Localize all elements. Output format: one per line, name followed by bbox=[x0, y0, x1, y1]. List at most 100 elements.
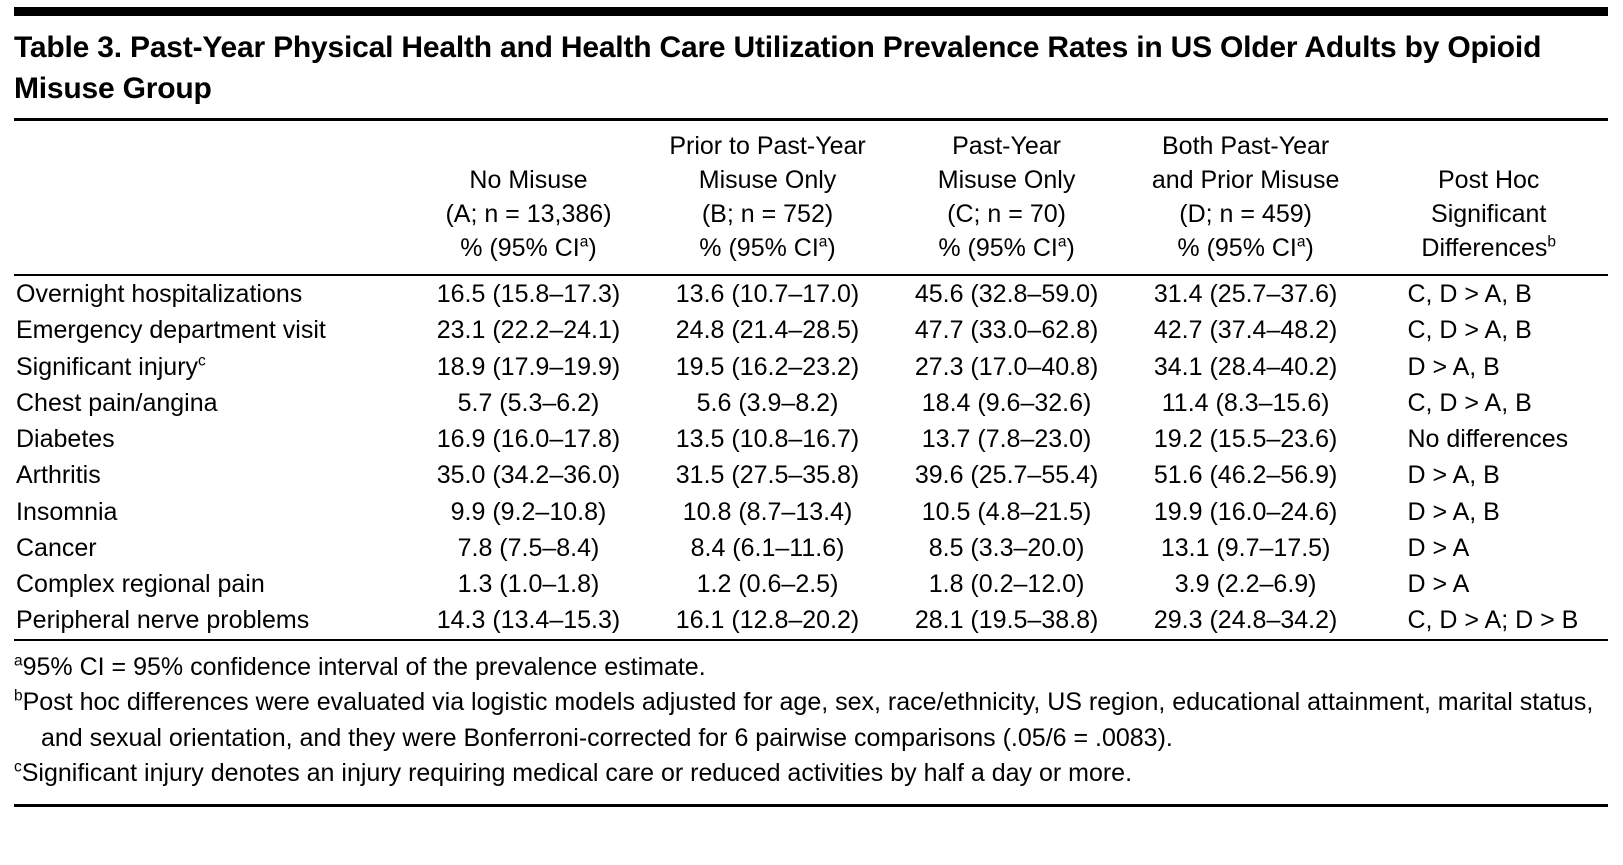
condition-label: Chest pain/angina bbox=[14, 385, 413, 421]
column-header-text: ) bbox=[827, 234, 836, 262]
footnotes-section: a95% CI = 95% confidence interval of the… bbox=[14, 641, 1608, 807]
footnote-text: Post hoc differences were evaluated via … bbox=[22, 688, 1594, 752]
column-header-line: Misuse Only bbox=[937, 166, 1076, 194]
post-hoc-cell: C, D > A, B bbox=[1407, 316, 1532, 345]
footnote-marker: b bbox=[1547, 233, 1557, 251]
condition-label: Emergency department visit bbox=[14, 312, 413, 348]
condition-text: Chest pain/angina bbox=[16, 388, 218, 417]
condition-label: Overnight hospitalizations bbox=[14, 275, 413, 312]
condition-text: Diabetes bbox=[16, 425, 115, 453]
column-header-text: % (95% CI bbox=[938, 234, 1058, 262]
table-body: Overnight hospitalizations 16.5 (15.8–17.… bbox=[14, 275, 1608, 640]
column-header-line: Significant bbox=[1431, 200, 1547, 228]
condition-text: Significant injury bbox=[16, 352, 199, 381]
prevalence-cell: 31.5 (27.5–35.8) bbox=[675, 461, 860, 490]
prevalence-cell: 7.8 (7.5–8.4) bbox=[457, 533, 600, 562]
column-header-text: % (95% CI bbox=[1177, 234, 1297, 262]
condition-text: Peripheral nerve problems bbox=[16, 606, 310, 635]
column-header: No Misuse (A; n = 13,386) % (95% CIa) bbox=[413, 121, 643, 275]
table-row: Emergency department visit 23.1 (22.2–24.… bbox=[14, 312, 1608, 348]
prevalence-cell: 19.5 (16.2–23.2) bbox=[675, 352, 860, 381]
post-hoc-cell: D > A, B bbox=[1407, 461, 1500, 490]
condition-text: Arthritis bbox=[16, 461, 101, 490]
prevalence-cell: 27.3 (17.0–40.8) bbox=[914, 352, 1099, 381]
condition-text: Cancer bbox=[16, 533, 97, 562]
prevalence-cell: 8.4 (6.1–11.6) bbox=[690, 533, 845, 562]
footnote-marker: a bbox=[14, 652, 23, 670]
column-header-line: Misuse Only bbox=[698, 166, 837, 194]
footnote-marker: a bbox=[1296, 233, 1306, 251]
column-header: Both Past-Year and Prior Misuse (D; n = 45… bbox=[1122, 121, 1370, 275]
post-hoc-cell: D > A bbox=[1407, 533, 1470, 562]
column-header-line: Past-Year bbox=[952, 132, 1061, 160]
condition-label: Arthritis bbox=[14, 457, 413, 493]
prevalence-cell: 16.5 (15.8–17.3) bbox=[436, 280, 621, 308]
column-header-line: % (95% CIa) bbox=[893, 231, 1119, 265]
post-hoc-cell: No differences bbox=[1407, 425, 1569, 453]
prevalence-cell: 19.2 (15.5–23.6) bbox=[1153, 425, 1338, 453]
prevalence-cell: 28.1 (19.5–38.8) bbox=[914, 606, 1099, 635]
footnote-marker: c bbox=[14, 758, 22, 776]
column-header-text: % (95% CI bbox=[699, 234, 819, 262]
prevalence-cell: 16.1 (12.8–20.2) bbox=[675, 606, 860, 635]
condition-label: Insomnia bbox=[14, 494, 413, 530]
table-row: Diabetes 16.9 (16.0–17.8) 13.5 (10.8–16.7)… bbox=[14, 421, 1608, 457]
top-rule bbox=[14, 7, 1608, 16]
post-hoc-cell: D > A, B bbox=[1407, 497, 1500, 526]
table-row: Chest pain/angina 5.7 (5.3–6.2) 5.6 (3.9–8… bbox=[14, 385, 1608, 421]
table-row: Arthritis 35.0 (34.2–36.0) 31.5 (27.5–35.8… bbox=[14, 457, 1608, 493]
corner-cell bbox=[14, 121, 413, 275]
prevalence-cell: 18.9 (17.9–19.9) bbox=[436, 352, 621, 381]
prevalence-cell: 13.1 (9.7–17.5) bbox=[1160, 533, 1331, 562]
prevalence-cell: 5.7 (5.3–6.2) bbox=[457, 388, 600, 417]
column-header-text: % (95% CI bbox=[460, 234, 580, 262]
prevalence-cell: 5.6 (3.9–8.2) bbox=[696, 388, 839, 417]
condition-label: Significant injuryc bbox=[14, 349, 413, 385]
condition-text: Insomnia bbox=[16, 497, 118, 526]
prevalence-cell: 18.4 (9.6–32.6) bbox=[921, 388, 1092, 417]
prevalence-cell: 13.7 (7.8–23.0) bbox=[921, 425, 1092, 453]
prevalence-cell: 9.9 (9.2–10.8) bbox=[450, 497, 607, 526]
prevalence-cell: 35.0 (34.2–36.0) bbox=[436, 461, 621, 490]
condition-text: Overnight hospitalizations bbox=[16, 280, 303, 308]
column-header-line: Prior to Past-Year bbox=[669, 132, 866, 160]
footnote: bPost hoc differences were evaluated via… bbox=[14, 685, 1608, 756]
footnote-marker: b bbox=[14, 687, 23, 705]
prevalence-cell: 1.3 (1.0–1.8) bbox=[457, 570, 600, 598]
column-header: Post Hoc Significant Differencesb bbox=[1369, 121, 1608, 275]
column-header: Past-Year Misuse Only (C; n = 70) % (95% CI… bbox=[891, 121, 1121, 275]
column-header-line: Differencesb bbox=[1371, 231, 1606, 265]
prevalence-cell: 42.7 (37.4–48.2) bbox=[1153, 316, 1338, 345]
column-header-line: % (95% CIa) bbox=[1124, 231, 1368, 265]
prevalence-cell: 19.9 (16.0–24.6) bbox=[1153, 497, 1338, 526]
prevalence-cell: 45.6 (32.8–59.0) bbox=[914, 280, 1099, 308]
post-hoc-cell: C, D > A, B bbox=[1407, 388, 1532, 417]
footnote-text: Significant injury denotes an injury req… bbox=[21, 759, 1133, 787]
column-header-text: Differences bbox=[1421, 234, 1548, 262]
condition-text: Emergency department visit bbox=[16, 316, 326, 345]
footnote: cSignificant injury denotes an injury re… bbox=[14, 756, 1608, 792]
column-header-line: % (95% CIa) bbox=[415, 231, 641, 265]
condition-label: Peripheral nerve problems bbox=[14, 602, 413, 639]
table-title: Table 3. Past-Year Physical Health and H… bbox=[14, 28, 1608, 121]
footnote: a95% CI = 95% confidence interval of the… bbox=[14, 650, 1608, 686]
prevalence-table: No Misuse (A; n = 13,386)% (95% CIa) Prior… bbox=[14, 121, 1608, 641]
column-header-line: % (95% CIa) bbox=[646, 231, 890, 265]
column-header-line: (B; n = 752) bbox=[701, 200, 834, 228]
prevalence-cell: 3.9 (2.2–6.9) bbox=[1174, 570, 1317, 598]
prevalence-cell: 16.9 (16.0–17.8) bbox=[436, 425, 621, 453]
column-header-text: ) bbox=[1305, 234, 1314, 262]
condition-label: Cancer bbox=[14, 530, 413, 566]
table-row: Significant injuryc 18.9 (17.9–19.9) 19.5 … bbox=[14, 349, 1608, 385]
prevalence-cell: 8.5 (3.3–20.0) bbox=[928, 533, 1085, 562]
prevalence-cell: 13.6 (10.7–17.0) bbox=[675, 280, 860, 308]
prevalence-cell: 10.8 (8.7–13.4) bbox=[682, 497, 853, 526]
header-row: No Misuse (A; n = 13,386)% (95% CIa) Prior… bbox=[14, 121, 1608, 275]
post-hoc-cell: C, D > A; D > B bbox=[1407, 606, 1579, 635]
table-row: Insomnia 9.9 (9.2–10.8) 10.8 (8.7–13.4) 10.… bbox=[14, 494, 1608, 530]
table-row: Cancer 7.8 (7.5–8.4) 8.4 (6.1–11.6) 8.5 (3.… bbox=[14, 530, 1608, 566]
post-hoc-cell: D > A bbox=[1407, 570, 1470, 598]
prevalence-cell: 23.1 (22.2–24.1) bbox=[436, 316, 621, 345]
footnote-text: 95% CI = 95% confidence interval of the … bbox=[22, 652, 706, 681]
column-header: Prior to Past-Year Misuse Only (B; n = 752… bbox=[644, 121, 892, 275]
